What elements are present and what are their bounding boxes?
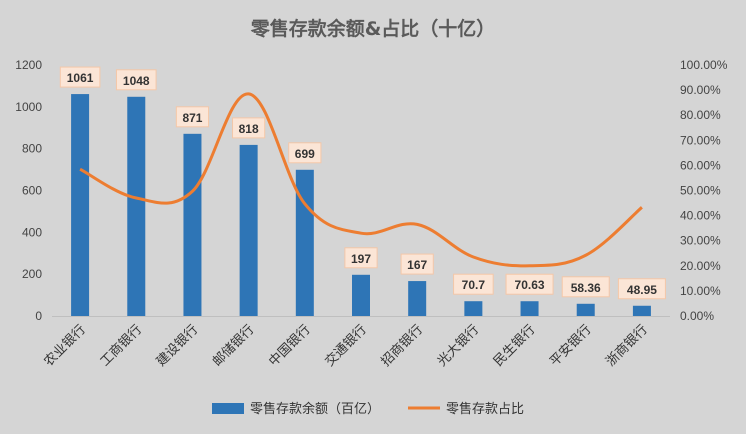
category-label: 民生银行 bbox=[491, 322, 538, 369]
category-label: 工商银行 bbox=[98, 322, 145, 369]
data-label: 58.36 bbox=[571, 281, 601, 295]
right-tick-label: 50.00% bbox=[680, 184, 721, 198]
bar bbox=[352, 274, 370, 316]
data-label-box bbox=[344, 247, 378, 269]
bar bbox=[576, 303, 595, 316]
left-axis: 0 200 400 600 800 1000 1200 bbox=[15, 58, 670, 323]
category-axis: 农业银行 工商银行 建设银行 邮储银行 中国银行 交通银行 招商银行 光大银行 民生银行 平安银行… bbox=[42, 322, 651, 370]
left-tick-label: 0 bbox=[35, 309, 42, 323]
left-tick-label: 800 bbox=[22, 142, 42, 156]
left-tick-label: 200 bbox=[22, 267, 42, 281]
data-labels: 1061 1048 871 818 699 197 167 70.7 70.63 58.36 48.… bbox=[59, 66, 666, 300]
data-label-box bbox=[453, 273, 494, 295]
category-label: 光大银行 bbox=[435, 322, 482, 369]
data-label-box bbox=[617, 278, 666, 300]
data-label: 70.7 bbox=[462, 278, 486, 292]
category-label: 邮储银行 bbox=[210, 322, 257, 369]
bar bbox=[464, 301, 483, 316]
right-tick-label: 30.00% bbox=[680, 234, 721, 248]
right-axis: 0.00% 10.00% 20.00% 30.00% 40.00% 50.00% 60.00… bbox=[680, 58, 728, 323]
category-label: 平安银行 bbox=[547, 322, 594, 369]
right-tick-label: 0.00% bbox=[680, 309, 714, 323]
left-tick-label: 1200 bbox=[15, 58, 42, 72]
data-label-box bbox=[115, 69, 157, 91]
data-label-box bbox=[505, 273, 554, 295]
bar bbox=[239, 144, 258, 316]
data-label: 1048 bbox=[123, 74, 150, 88]
data-label: 699 bbox=[295, 147, 315, 161]
category-label: 中国银行 bbox=[266, 322, 313, 369]
category-label: 交通银行 bbox=[322, 322, 370, 370]
data-label-box bbox=[561, 276, 610, 298]
left-tick-label: 600 bbox=[22, 184, 42, 198]
category-label: 招商银行 bbox=[379, 322, 426, 369]
data-label-box bbox=[59, 66, 101, 88]
bar bbox=[632, 305, 651, 316]
legend-line-label: 零售存款占比 bbox=[446, 401, 524, 417]
bar bbox=[183, 133, 202, 316]
series-line bbox=[79, 92, 643, 268]
data-label: 1061 bbox=[67, 71, 94, 85]
bar bbox=[408, 281, 427, 316]
right-tick-label: 90.00% bbox=[680, 83, 721, 97]
data-label-box bbox=[175, 106, 210, 128]
bar bbox=[295, 169, 314, 316]
bar bbox=[520, 301, 539, 316]
data-label: 871 bbox=[182, 111, 202, 125]
bar bbox=[127, 96, 146, 316]
right-tick-label: 100.00% bbox=[680, 58, 728, 72]
category-label: 浙商银行 bbox=[603, 322, 650, 369]
left-tick-label: 1000 bbox=[15, 100, 42, 114]
data-label-box bbox=[288, 142, 322, 164]
right-tick-label: 60.00% bbox=[680, 158, 721, 172]
right-tick-label: 10.00% bbox=[680, 284, 721, 298]
data-label-box bbox=[400, 253, 434, 275]
data-label: 167 bbox=[407, 258, 427, 272]
chart-title: 零售存款余额&占比（十亿） bbox=[250, 17, 496, 40]
right-tick-label: 70.00% bbox=[680, 133, 721, 147]
legend: 零售存款余额（百亿） 零售存款占比 bbox=[212, 401, 524, 417]
legend-bar-swatch bbox=[212, 403, 244, 414]
data-label: 818 bbox=[239, 122, 259, 136]
data-label-box bbox=[232, 117, 266, 139]
data-label: 197 bbox=[351, 252, 371, 266]
right-tick-label: 20.00% bbox=[680, 259, 721, 273]
bar-series bbox=[71, 94, 651, 317]
data-label: 48.95 bbox=[627, 283, 657, 297]
category-label: 农业银行 bbox=[42, 322, 89, 369]
left-tick-label: 400 bbox=[22, 225, 42, 239]
category-label: 建设银行 bbox=[154, 322, 201, 369]
bar bbox=[71, 94, 90, 317]
right-tick-label: 40.00% bbox=[680, 209, 721, 223]
legend-bar-label: 零售存款余额（百亿） bbox=[250, 401, 380, 417]
data-label: 70.63 bbox=[515, 278, 545, 292]
line-series bbox=[79, 92, 643, 268]
right-tick-label: 80.00% bbox=[680, 108, 721, 122]
